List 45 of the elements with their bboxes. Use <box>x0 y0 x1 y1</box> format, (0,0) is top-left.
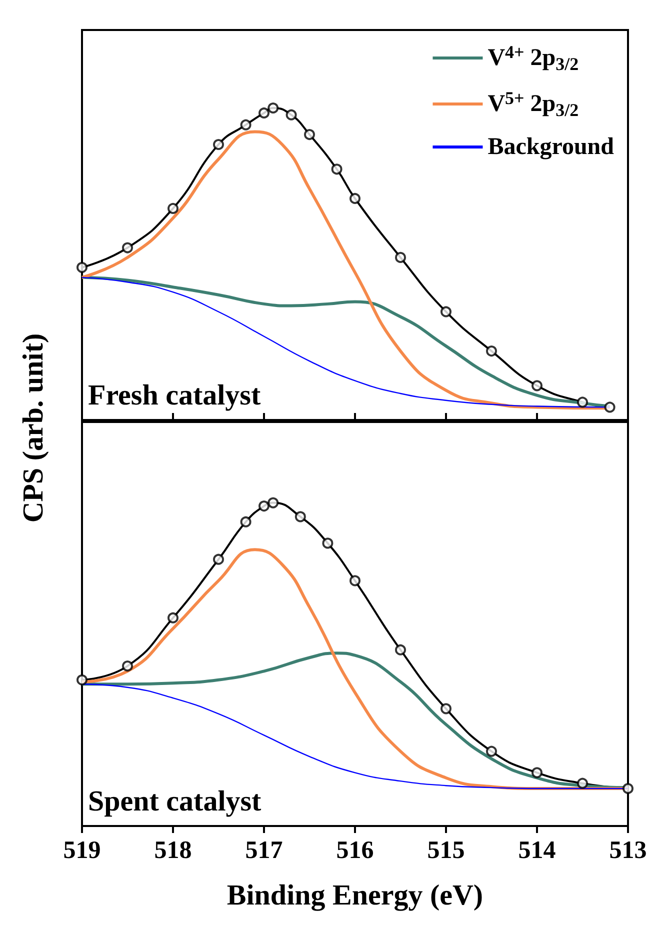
annotation: Fresh catalyst <box>88 380 261 412</box>
x-tick-label: 519 <box>63 837 101 864</box>
x-tick-label: 516 <box>336 837 374 864</box>
annotation: Spent catalyst <box>88 786 262 818</box>
point <box>76 262 88 273</box>
point <box>486 746 497 757</box>
point <box>440 306 452 318</box>
x-tick-label: 515 <box>427 837 465 864</box>
point <box>304 129 315 140</box>
point <box>213 139 224 150</box>
point <box>486 346 497 357</box>
point <box>532 380 542 392</box>
point <box>213 554 224 565</box>
point <box>258 500 270 512</box>
point <box>532 767 542 778</box>
point <box>331 164 342 175</box>
point <box>322 538 334 549</box>
point <box>122 242 133 254</box>
point <box>268 497 279 508</box>
point <box>240 119 252 130</box>
point <box>604 402 616 413</box>
x-tick-label: 513 <box>609 837 647 864</box>
point <box>622 783 634 794</box>
point <box>122 660 133 672</box>
point <box>258 107 270 118</box>
point <box>350 575 360 586</box>
x-axis-title: Binding Energy (eV) <box>226 880 484 912</box>
legend-label: Background <box>488 134 615 160</box>
point <box>577 778 588 789</box>
point <box>240 516 252 528</box>
point <box>268 102 279 114</box>
x-tick-label: 518 <box>154 837 192 864</box>
y-axis-title: CPS (arb. unit) <box>18 333 50 523</box>
point <box>350 192 360 204</box>
point <box>286 109 297 120</box>
point <box>76 674 88 686</box>
x-tick-label: 517 <box>245 837 283 864</box>
point <box>577 396 588 408</box>
point <box>395 252 406 263</box>
point <box>168 612 178 624</box>
x-tick-label: 514 <box>518 837 556 864</box>
point <box>168 202 178 214</box>
point <box>294 511 306 522</box>
point <box>395 644 406 656</box>
point <box>440 703 452 714</box>
